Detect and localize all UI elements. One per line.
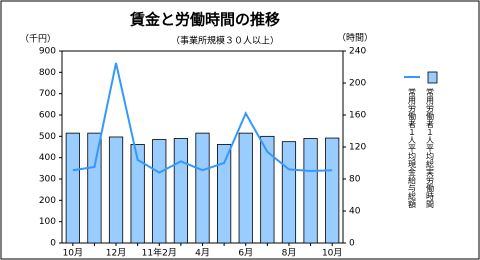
line bbox=[72, 62, 333, 174]
y-tick-label: 800 bbox=[39, 68, 56, 78]
bar bbox=[217, 144, 232, 244]
bar bbox=[130, 144, 145, 244]
legend-label: 常用労働者１人平均現金給与総額 bbox=[408, 88, 417, 209]
y2-axis-label: （時間） bbox=[337, 33, 373, 44]
x-tick-label: 12月 bbox=[106, 248, 126, 259]
bar bbox=[303, 138, 318, 244]
x-tick-label: 10月 bbox=[322, 248, 342, 259]
y2-tick-label: 80 bbox=[349, 175, 361, 185]
y-axis-label: （千円） bbox=[20, 34, 56, 45]
y-tick-label: 300 bbox=[39, 175, 56, 185]
y-tick-label: 400 bbox=[39, 153, 56, 163]
y-tick-label: 500 bbox=[39, 132, 56, 142]
bar bbox=[173, 138, 188, 244]
x-tick-label: 4月 bbox=[195, 248, 210, 259]
bar bbox=[281, 141, 297, 244]
y-tick-label: 900 bbox=[39, 47, 56, 57]
bar bbox=[108, 136, 124, 244]
y-tick-label: 100 bbox=[39, 217, 56, 227]
bar bbox=[152, 139, 167, 244]
x-tick-label: 11年2月 bbox=[142, 247, 177, 259]
legend-swatch bbox=[427, 71, 438, 84]
bar bbox=[65, 132, 80, 244]
y2-tick-label: 160 bbox=[349, 111, 366, 121]
chart-subtitle: （事業所規模３０人以上） bbox=[171, 35, 279, 47]
bar bbox=[325, 137, 340, 244]
y-tick-label: 700 bbox=[39, 89, 56, 99]
y2-tick-label: 40 bbox=[349, 207, 361, 217]
bar bbox=[260, 135, 275, 244]
bar bbox=[195, 132, 210, 244]
chart-title: 賃金と労働時間の推移 bbox=[129, 11, 280, 29]
x-tick-label: 8月 bbox=[282, 248, 297, 259]
bar bbox=[238, 132, 253, 244]
y-tick-label: 0 bbox=[50, 239, 56, 249]
y-tick-label: 200 bbox=[39, 196, 56, 206]
y2-tick-label: 200 bbox=[349, 79, 366, 89]
x-tick-label: 6月 bbox=[238, 248, 253, 259]
y2-tick-label: 0 bbox=[349, 239, 355, 249]
y2-tick-label: 240 bbox=[349, 47, 366, 57]
legend-label: 常用労働者１人平均総実労働時間 bbox=[426, 88, 435, 209]
y-tick-label: 600 bbox=[39, 111, 56, 121]
y2-tick-label: 120 bbox=[349, 143, 366, 153]
x-tick-label: 10月 bbox=[63, 248, 83, 259]
bar bbox=[87, 132, 102, 244]
